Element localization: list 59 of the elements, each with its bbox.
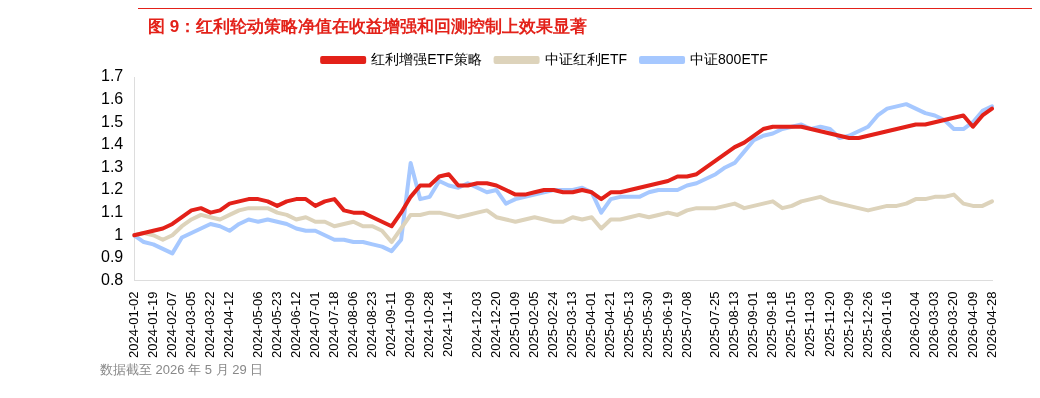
- y-tick-label: 1.1: [100, 203, 124, 221]
- x-tick-label: 2026-03-20: [945, 291, 961, 358]
- chart-title: 图 9：红利轮动策略净值在收益增强和回测控制上效果显著: [148, 16, 589, 38]
- x-tick-label: 2025-05-30: [640, 291, 656, 358]
- x-tick-label: 2024-12-03: [468, 291, 484, 358]
- x-tick-label: 2026-03-03: [926, 291, 942, 358]
- x-tick-label: 2025-02-24: [545, 291, 561, 358]
- x-tick-label: 2025-12-26: [859, 291, 875, 358]
- y-tick-label: 1.5: [100, 112, 124, 130]
- x-tick-label: 2025-09-01: [745, 291, 761, 358]
- x-tick-label: 2024-10-28: [421, 291, 437, 358]
- y-tick-label: 0.9: [100, 248, 124, 266]
- legend-label: 中证800ETF: [690, 50, 768, 67]
- x-tick-label: 2025-05-13: [621, 291, 637, 358]
- x-tick-label: 2025-09-18: [764, 291, 780, 358]
- y-tick-label: 1.4: [100, 135, 124, 153]
- x-tick-label: 2025-08-13: [726, 291, 742, 358]
- text: 数据截至 2026 年 5 月 29 日: [100, 361, 265, 379]
- x-tick-label: 2024-05-23: [268, 291, 284, 358]
- x-tick-label: 2026-04-28: [983, 291, 999, 358]
- x-tick-label: 2024-02-07: [163, 291, 179, 358]
- x-tick-label: 2025-06-19: [659, 291, 675, 358]
- x-tick-label: 2025-04-01: [583, 291, 599, 358]
- legend-label: 红利增强ETF策略: [371, 50, 482, 67]
- legend-label: 中证红利ETF: [544, 50, 628, 67]
- x-tick-label: 2024-10-09: [402, 291, 418, 358]
- x-tick-label: 2026-04-09: [964, 291, 980, 358]
- x-tick-label: 2024-09-11: [383, 291, 399, 358]
- x-tick-label: 2025-01-09: [507, 291, 523, 358]
- y-tick-label: 1.7: [100, 67, 124, 85]
- x-tick-label: 2024-11-14: [440, 291, 456, 358]
- x-tick-label: 2024-06-12: [287, 291, 303, 358]
- y-tick-label: 1.6: [100, 90, 124, 108]
- x-tick-label: 2024-03-22: [202, 291, 218, 358]
- x-tick-label: 2025-10-15: [783, 291, 799, 358]
- y-tick-label: 1.3: [100, 157, 124, 175]
- x-tick-label: 2025-02-05: [526, 291, 542, 358]
- x-tick-label: 2024-07-01: [306, 291, 322, 358]
- x-tick-label: 2025-04-21: [602, 291, 618, 358]
- x-tick-label: 2025-11-03: [802, 291, 818, 358]
- x-tick-label: 2025-11-20: [821, 291, 837, 358]
- x-tick-label: 2024-07-18: [325, 291, 341, 358]
- x-tick-label: 2025-12-09: [840, 291, 856, 358]
- x-tick-label: 2026-02-04: [907, 291, 923, 358]
- y-tick-label: 1: [114, 225, 124, 243]
- x-tick-label: 2024-03-05: [183, 291, 198, 358]
- x-tick-label: 2024-01-02: [125, 291, 141, 358]
- x-tick-label: 2024-08-06: [345, 291, 361, 358]
- x-tick-label: 2025-03-13: [564, 291, 580, 358]
- y-tick-label: 0.8: [100, 270, 124, 288]
- y-tick-label: 1.2: [100, 180, 124, 198]
- x-tick-label: 2024-05-06: [249, 291, 265, 358]
- x-tick-label: 2024-08-23: [364, 291, 380, 358]
- x-tick-label: 2026-01-16: [878, 291, 894, 358]
- x-tick-label: 2025-07-25: [707, 291, 723, 358]
- x-tick-label: 2025-07-08: [678, 291, 694, 358]
- x-tick-label: 2024-12-20: [487, 291, 503, 358]
- x-tick-label: 2024-04-12: [221, 291, 237, 358]
- x-tick-label: 2024-01-19: [144, 291, 160, 358]
